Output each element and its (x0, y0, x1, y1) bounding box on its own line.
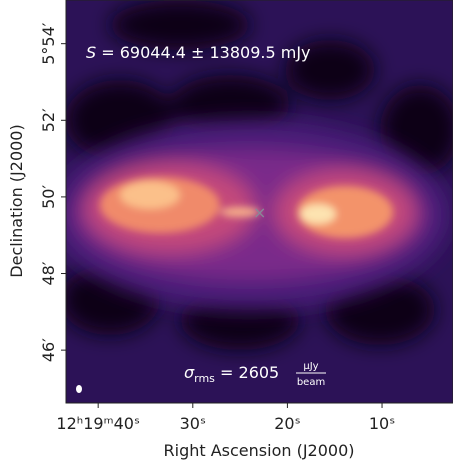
flux-symbol: S (86, 43, 96, 62)
rms-subscript: rms (194, 372, 215, 385)
beam (76, 385, 82, 393)
x-axis-label: Right Ascension (J2000) (164, 441, 355, 460)
rms-unit-bottom: beam (297, 377, 325, 388)
rms-text: = 2605 (220, 363, 279, 382)
x-tick-label: 30ˢ (180, 414, 206, 433)
rms-annotation: σrms = 2605 (184, 363, 279, 386)
y-tick-label: 52′ (39, 108, 58, 132)
y-tick-label: 46′ (39, 338, 58, 362)
y-tick-label: 5°54′ (39, 22, 58, 65)
core-marker: × (253, 203, 266, 222)
rms-symbol: σ (184, 363, 195, 382)
y-axis-label: Declination (J2000) (7, 124, 26, 277)
x-tick-label: 20ˢ (274, 414, 300, 433)
y-tick-label: 50′ (39, 185, 58, 209)
rms-unit-top: μJy (303, 361, 318, 372)
radio-image: × (66, 0, 453, 403)
x-tick-label: 10ˢ (369, 414, 395, 433)
y-tick-label: 48′ (39, 261, 58, 285)
flux-text: = 69044.4 ± 13809.5 mJy (101, 43, 310, 62)
x-tick-label: 12ʰ19ᵐ40ˢ (56, 414, 140, 433)
frame (65, 0, 453, 404)
flux-annotation: S = 69044.4 ± 13809.5 mJy (86, 43, 311, 62)
